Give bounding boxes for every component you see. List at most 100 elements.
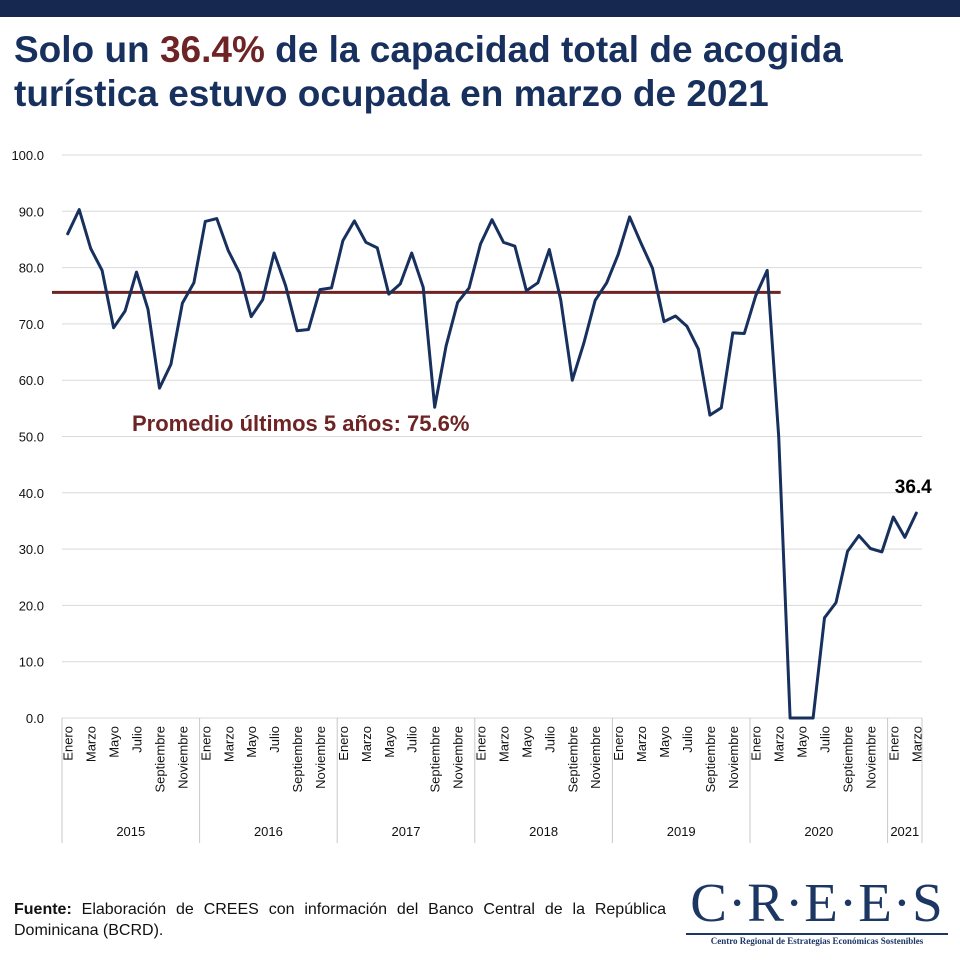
year-label: 2018 xyxy=(529,824,558,839)
x-tick-label: Julio xyxy=(405,726,420,753)
page-title: Solo un 36.4% de la capacidad total de a… xyxy=(14,28,949,116)
source-text: Elaboración de CREES con información del… xyxy=(14,901,666,939)
data-point xyxy=(272,251,276,255)
data-point xyxy=(674,314,677,318)
data-point xyxy=(307,328,310,331)
data-point xyxy=(892,515,895,519)
x-tick-label: Julio xyxy=(542,726,557,753)
y-tick-label: 60.0 xyxy=(19,373,44,388)
y-tick-label: 40.0 xyxy=(19,486,44,501)
data-point xyxy=(100,269,104,272)
data-point xyxy=(215,217,218,220)
year-label: 2015 xyxy=(116,824,145,839)
title-highlight: 36.4% xyxy=(159,29,265,70)
data-point xyxy=(754,294,757,297)
x-tick-label: Enero xyxy=(886,726,901,761)
data-point xyxy=(181,301,184,305)
x-tick-label: Marzo xyxy=(772,726,787,762)
crees-logo: C·R·E·E·S Centro Regional de Estrategias… xyxy=(686,874,948,950)
data-point xyxy=(720,406,723,409)
year-label: 2021 xyxy=(890,824,919,839)
data-point xyxy=(387,292,390,296)
data-point xyxy=(731,331,734,335)
title-suffix: de la capacidad total de acogida turísti… xyxy=(14,29,843,114)
y-tick-label: 100.0 xyxy=(11,148,44,163)
x-tick-label: Enero xyxy=(198,726,213,761)
x-tick-label: Noviembre xyxy=(175,726,190,789)
title-prefix: Solo un xyxy=(14,29,160,70)
data-point xyxy=(548,248,551,251)
data-point xyxy=(192,281,196,285)
data-point xyxy=(78,208,81,211)
data-point xyxy=(662,320,666,323)
data-point xyxy=(169,363,173,366)
data-point xyxy=(766,269,769,272)
x-tick-label: Julio xyxy=(818,726,833,753)
data-point xyxy=(353,219,356,223)
data-point xyxy=(444,344,448,348)
data-point xyxy=(330,286,333,290)
data-point xyxy=(66,232,69,236)
data-point xyxy=(490,218,494,221)
data-point xyxy=(341,239,345,242)
year-label: 2017 xyxy=(392,824,421,839)
x-tick-label: Mayo xyxy=(107,726,122,758)
x-tick-label: Mayo xyxy=(519,726,534,758)
data-point xyxy=(250,315,253,318)
logo-divider xyxy=(686,933,948,935)
data-point xyxy=(571,379,574,382)
data-point xyxy=(834,601,838,604)
data-point xyxy=(915,511,918,515)
occupancy-line-chart: 0.0 10.0 20.0 30.0 40.0 50.0 60.0 70.0 80.0 90.0 1… xyxy=(11,148,932,843)
x-tick-label: Marzo xyxy=(909,726,924,762)
data-point xyxy=(479,242,482,246)
x-tick-label: Julio xyxy=(130,726,145,753)
data-point xyxy=(227,249,230,252)
data-point xyxy=(536,281,540,285)
x-tick-label: Marzo xyxy=(634,726,649,762)
data-point xyxy=(800,716,803,720)
data-point xyxy=(582,342,585,345)
x-tick-label: Marzo xyxy=(221,726,236,762)
x-tick-label: Marzo xyxy=(359,726,374,762)
data-point xyxy=(880,550,884,554)
data-point xyxy=(525,289,528,292)
y-tick-label: 70.0 xyxy=(19,317,44,332)
y-tick-label: 50.0 xyxy=(19,430,44,445)
data-point xyxy=(628,215,631,219)
x-tick-label: Noviembre xyxy=(451,726,466,789)
x-tick-label: Septiembre xyxy=(703,726,718,792)
data-point xyxy=(605,281,608,285)
data-point xyxy=(89,247,92,250)
data-point xyxy=(456,301,459,304)
data-point xyxy=(135,270,138,274)
x-tick-label: Septiembre xyxy=(290,726,305,792)
data-point xyxy=(123,309,127,313)
data-point xyxy=(112,326,115,330)
data-point xyxy=(639,242,643,245)
data-point xyxy=(823,616,826,619)
x-tick-label: Noviembre xyxy=(588,726,603,789)
x-tick-label: Enero xyxy=(474,726,489,761)
data-point xyxy=(318,288,322,291)
data-point xyxy=(376,246,379,250)
data-point xyxy=(399,282,402,286)
x-tick-label: Mayo xyxy=(244,726,259,758)
data-point xyxy=(903,536,906,539)
data-point xyxy=(204,220,207,223)
data-point xyxy=(651,266,654,270)
data-point xyxy=(743,332,746,335)
data-point xyxy=(284,284,287,287)
x-tick-label: Septiembre xyxy=(428,726,443,792)
data-point xyxy=(410,251,413,255)
x-tick-label: Septiembre xyxy=(840,726,855,792)
top-bar xyxy=(0,0,960,17)
year-label: 2019 xyxy=(667,824,696,839)
data-point xyxy=(594,299,597,302)
series-line xyxy=(66,208,918,720)
end-value-label: 36.4 xyxy=(895,477,932,498)
data-point xyxy=(708,413,712,417)
data-point xyxy=(616,253,620,256)
x-tick-label: Enero xyxy=(749,726,764,761)
data-point xyxy=(788,716,792,720)
